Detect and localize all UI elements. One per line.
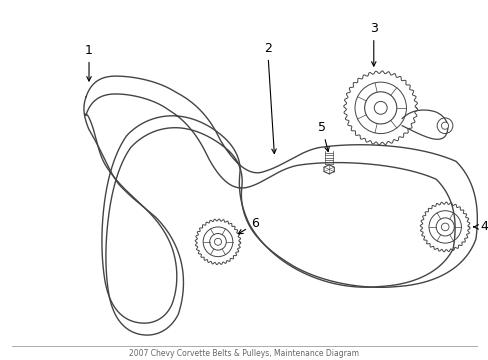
Text: 4: 4: [473, 220, 487, 233]
Text: 3: 3: [369, 22, 377, 66]
Text: 5: 5: [318, 121, 328, 152]
Circle shape: [441, 223, 448, 231]
Circle shape: [441, 122, 447, 129]
Text: 2: 2: [263, 42, 276, 153]
Circle shape: [214, 238, 221, 245]
Text: 1: 1: [85, 44, 93, 81]
Text: 2007 Chevy Corvette Belts & Pulleys, Maintenance Diagram: 2007 Chevy Corvette Belts & Pulleys, Mai…: [128, 350, 358, 359]
Circle shape: [373, 102, 386, 114]
Text: 6: 6: [238, 217, 258, 234]
